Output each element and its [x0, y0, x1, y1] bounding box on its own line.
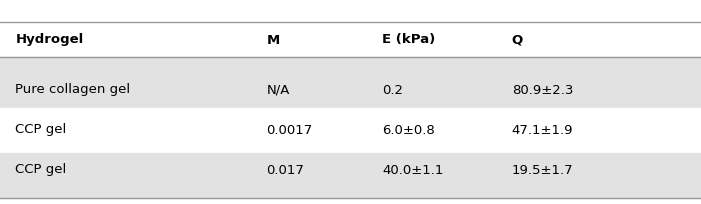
Text: E (kPa): E (kPa) [382, 33, 435, 47]
Text: Pure collagen gel: Pure collagen gel [15, 83, 130, 96]
Bar [0, 108, 701, 153]
Text: 0.017: 0.017 [266, 163, 304, 176]
Text: 19.5±1.7: 19.5±1.7 [512, 163, 573, 176]
Text: CCP gel: CCP gel [15, 123, 67, 136]
Text: CCP gel: CCP gel [15, 163, 67, 176]
Text: Hydrogel: Hydrogel [15, 33, 83, 47]
Bar [0, 153, 701, 198]
Text: N/A: N/A [266, 83, 290, 96]
Text: 80.9±2.3: 80.9±2.3 [512, 83, 573, 96]
Text: 6.0±0.8: 6.0±0.8 [382, 123, 435, 136]
Text: 40.0±1.1: 40.0±1.1 [382, 163, 444, 176]
Text: 0.2: 0.2 [382, 83, 403, 96]
Text: M: M [266, 33, 280, 47]
Text: 47.1±1.9: 47.1±1.9 [512, 123, 573, 136]
Text: Q: Q [512, 33, 523, 47]
Bar [0, 57, 701, 108]
Text: 0.0017: 0.0017 [266, 123, 313, 136]
